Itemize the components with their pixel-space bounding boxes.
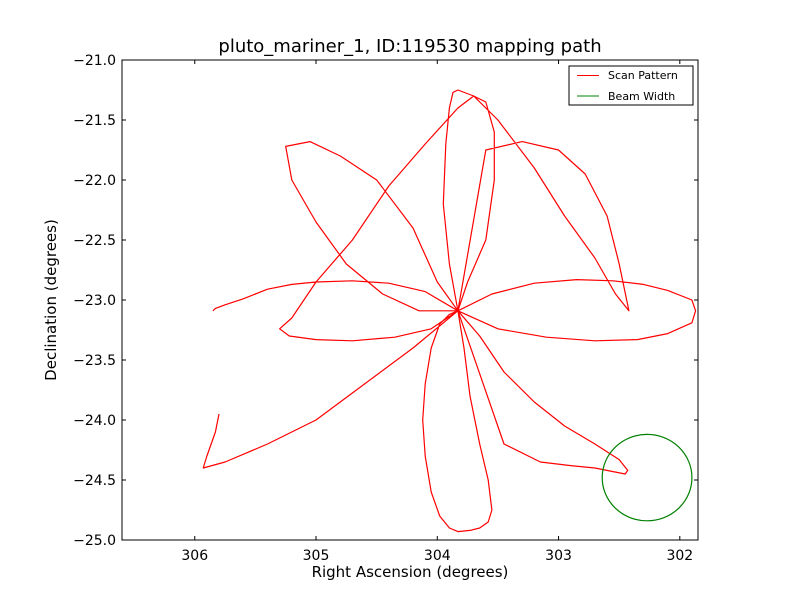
y-tick-label: −21.0 bbox=[73, 53, 116, 69]
x-axis-label: Right Ascension (degrees) bbox=[312, 563, 509, 581]
legend-label-beam-width: Beam Width bbox=[608, 90, 675, 103]
x-tick-label: 302 bbox=[666, 548, 693, 564]
legend-box bbox=[568, 65, 694, 106]
plot-area bbox=[202, 89, 697, 533]
x-tick-label: 303 bbox=[545, 548, 572, 564]
legend-label-scan-pattern: Scan Pattern bbox=[608, 69, 678, 82]
y-tick-label: −21.5 bbox=[73, 113, 116, 129]
y-tick-label: −22.5 bbox=[73, 233, 116, 249]
y-tick-label: −23.5 bbox=[73, 353, 116, 369]
y-tick-label: −23.0 bbox=[73, 293, 116, 309]
x-tick-label: 304 bbox=[424, 548, 451, 564]
y-axis: −21.0 −21.5 −22.0 −22.5 −23.0 −23.5 −24.0 −24.5… bbox=[73, 53, 698, 549]
x-axis: 306 305 304 303 302 bbox=[181, 60, 693, 564]
y-tick-label: −24.0 bbox=[73, 413, 116, 429]
y-axis-label: Declination (degrees) bbox=[42, 219, 60, 381]
x-tick-label: 305 bbox=[303, 548, 330, 564]
y-tick-label: −24.5 bbox=[73, 473, 116, 489]
x-tick-label: 306 bbox=[181, 548, 208, 564]
chart-title: pluto_mariner_1, ID:119530 mapping path bbox=[218, 36, 601, 57]
y-tick-label: −22.0 bbox=[73, 173, 116, 189]
series-circle-beam-width bbox=[601, 433, 693, 522]
series-line-scan-pattern bbox=[202, 89, 697, 533]
y-tick-label: −25.0 bbox=[73, 533, 116, 549]
legend: Scan Pattern Beam Width bbox=[568, 65, 694, 106]
